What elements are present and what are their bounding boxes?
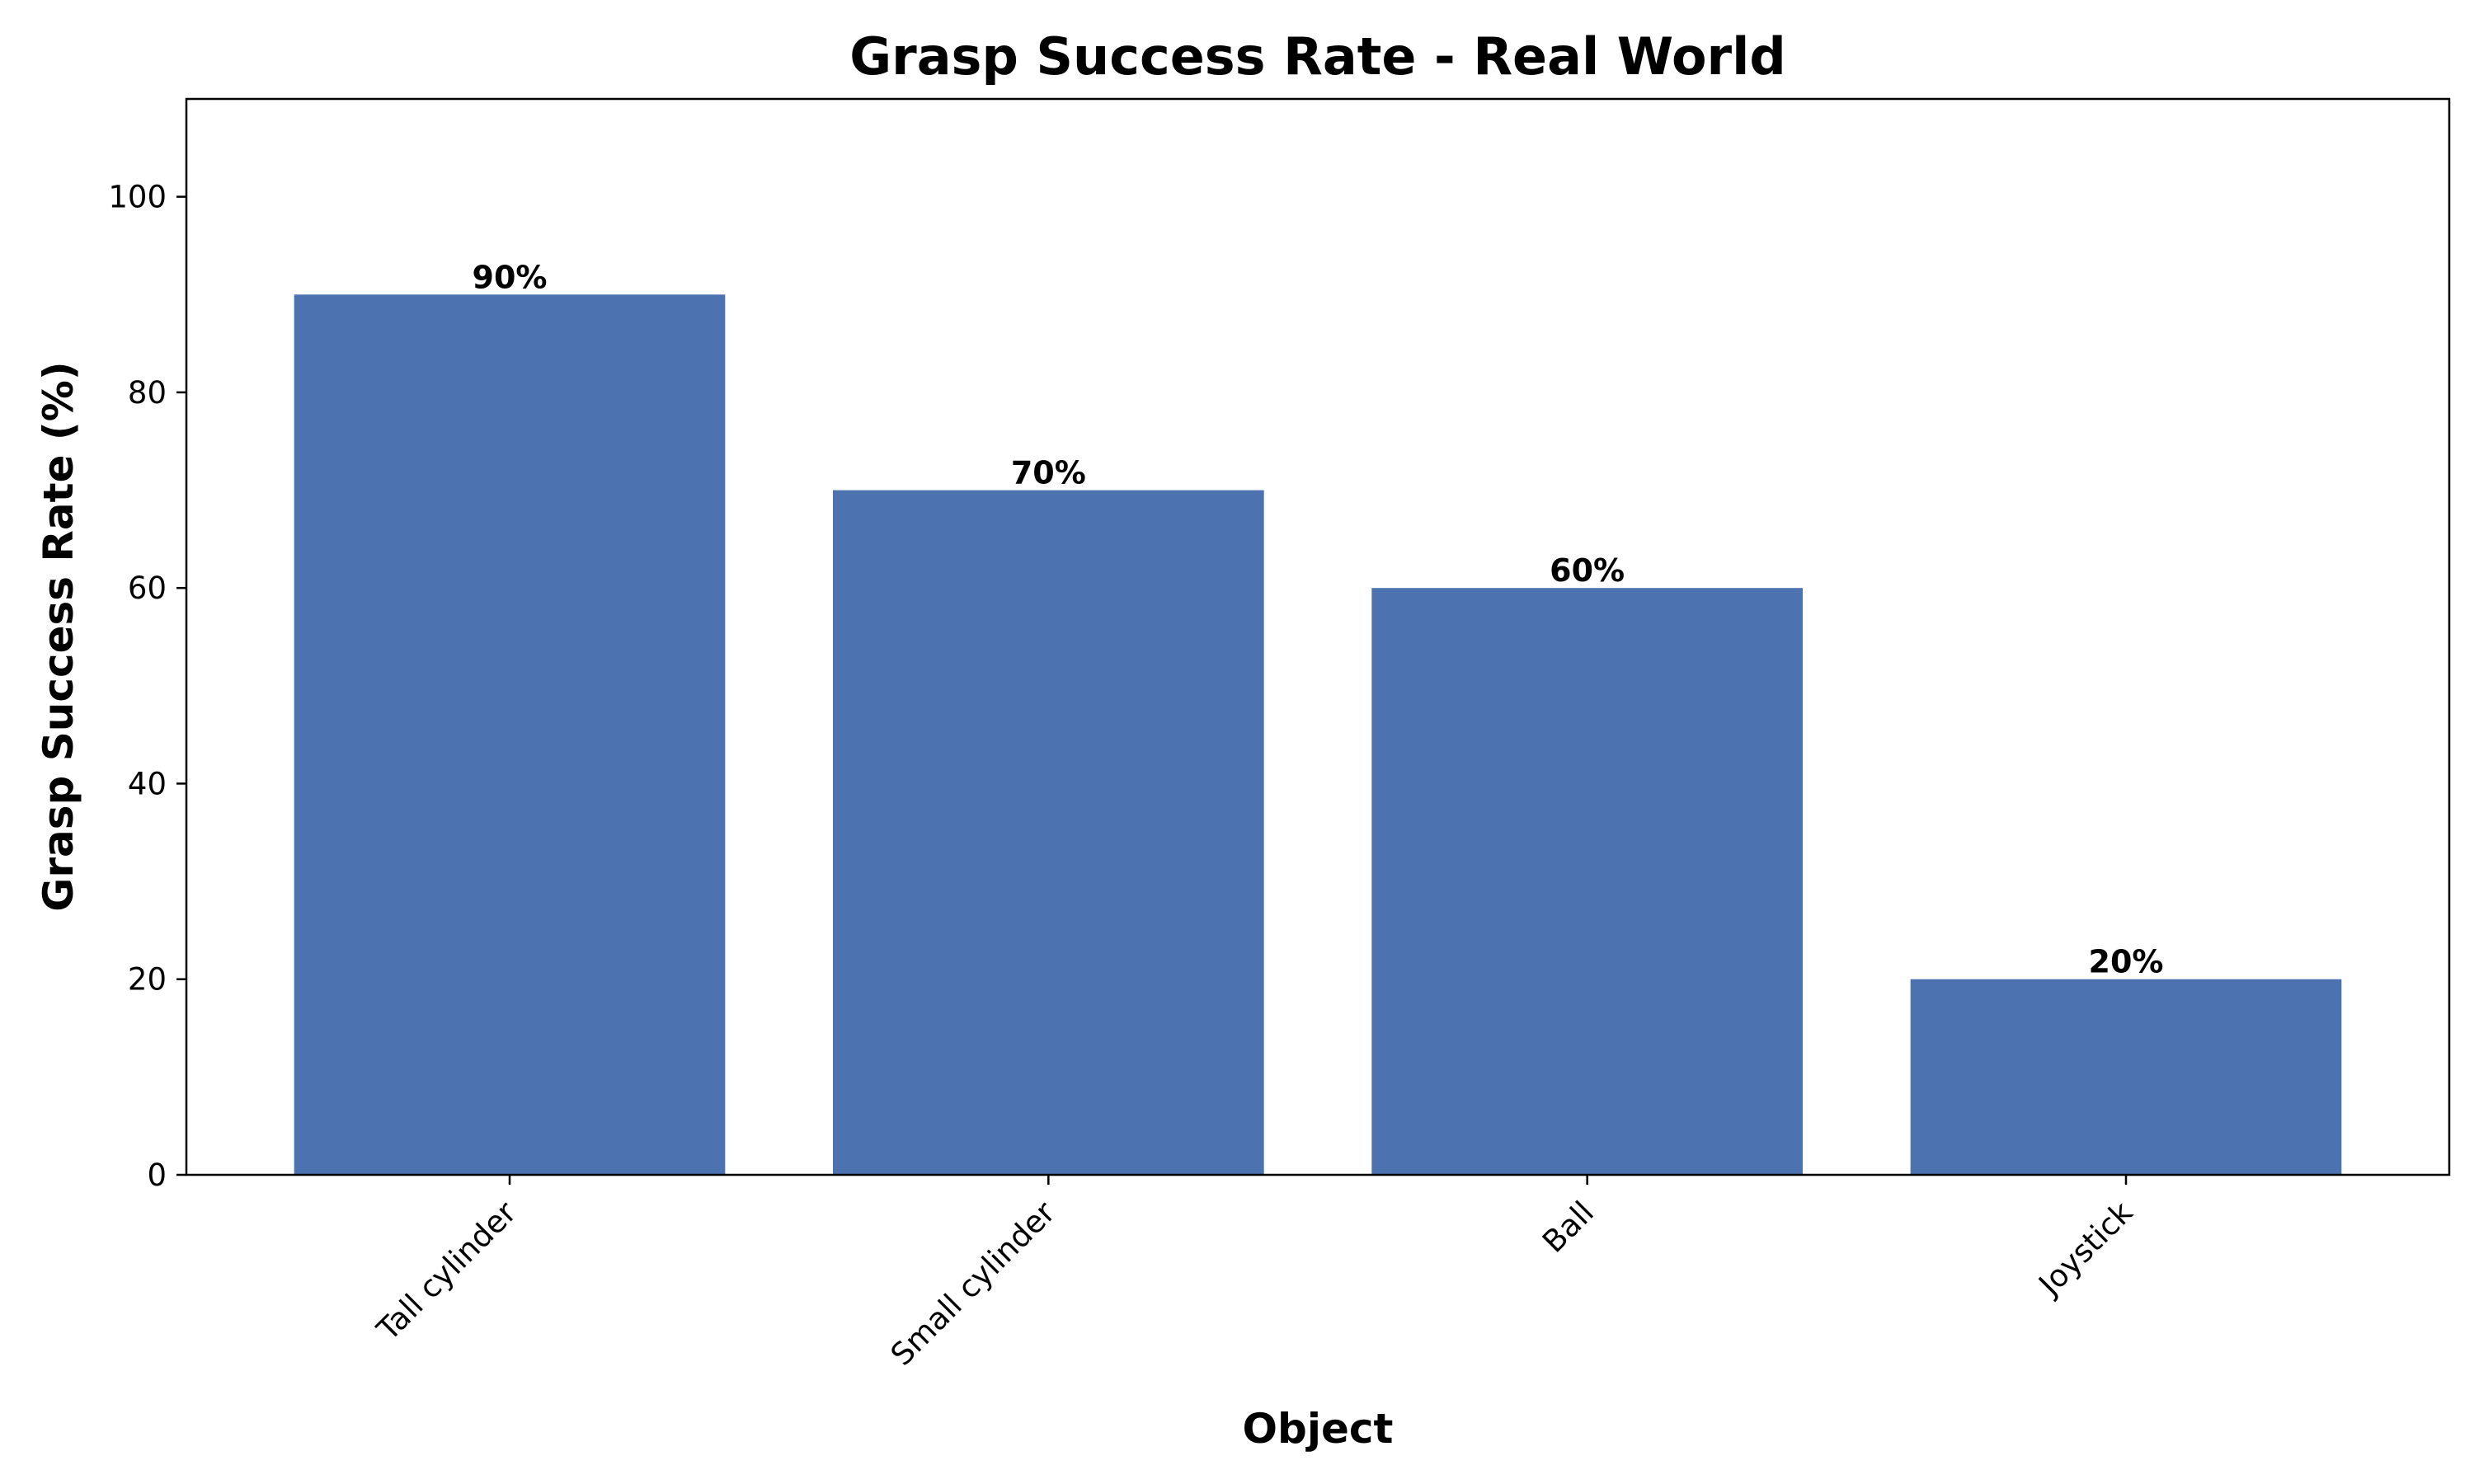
x-axis-label: Object (1243, 1405, 1394, 1453)
data-label: 90% (473, 259, 548, 295)
y-tick-label: 60 (128, 571, 167, 606)
plot-area: 90% 70% 60% 20% (294, 259, 2342, 1175)
data-label: 20% (2089, 944, 2164, 980)
x-tick-label: Small cylinder (884, 1194, 1062, 1372)
plot-frame (185, 97, 2451, 1176)
bar-joystick (1910, 979, 2342, 1175)
chart-title: Grasp Success Rate - Real World (849, 26, 1786, 87)
x-axis: Tall cylinder Small cylinder Ball Joystick (369, 1175, 2140, 1373)
y-axis-label: Grasp Success Rate (%) (35, 361, 82, 911)
y-tick-label: 80 (128, 375, 167, 411)
x-tick-label: Joystick (2031, 1195, 2140, 1303)
x-tick-label: Ball (1536, 1195, 1601, 1260)
y-tick-label: 40 (128, 766, 167, 801)
y-tick-label: 0 (147, 1158, 167, 1193)
data-label: 70% (1011, 455, 1086, 491)
bar-ball (1371, 588, 1803, 1175)
bar-small-cylinder (833, 490, 1264, 1175)
data-label: 60% (1550, 552, 1625, 589)
y-axis: 0 20 40 60 80 100 (108, 180, 186, 1193)
y-tick-label: 20 (128, 962, 167, 998)
y-tick-label: 100 (108, 180, 167, 215)
bar-tall-cylinder (294, 294, 726, 1175)
x-tick-label: Tall cylinder (369, 1194, 524, 1348)
